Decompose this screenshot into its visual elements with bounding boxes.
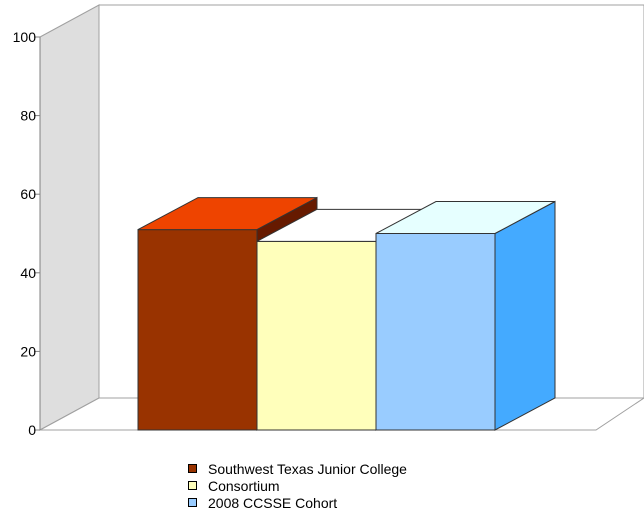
y-tick-label: 40 bbox=[20, 265, 36, 281]
y-tick-label: 60 bbox=[20, 186, 36, 202]
y-tick-label: 80 bbox=[20, 108, 36, 124]
y-tick-label: 100 bbox=[13, 29, 37, 45]
y-tick-label: 20 bbox=[20, 343, 36, 359]
legend: Southwest Texas Junior College Consortiu… bbox=[188, 460, 407, 511]
legend-item-southwest-texas: Southwest Texas Junior College bbox=[188, 460, 407, 477]
legend-label: Consortium bbox=[208, 477, 280, 494]
left-wall bbox=[39, 4, 100, 431]
legend-swatch bbox=[188, 481, 197, 490]
legend-swatch bbox=[188, 464, 197, 473]
bar-front bbox=[137, 229, 258, 431]
legend-label: 2008 CCSSE Cohort bbox=[208, 494, 338, 511]
bar-top bbox=[375, 201, 556, 234]
legend-item-consortium: Consortium bbox=[188, 477, 407, 494]
bar-3 bbox=[375, 200, 556, 431]
bar-front bbox=[375, 233, 496, 431]
bar-side bbox=[494, 200, 556, 431]
bar-front bbox=[256, 240, 377, 431]
bars bbox=[137, 196, 556, 431]
y-axis: 0 20 40 60 80 100 bbox=[13, 29, 41, 438]
bar-top bbox=[137, 197, 318, 231]
y-tick-label: 0 bbox=[28, 422, 36, 438]
legend-item-ccsse-cohort: 2008 CCSSE Cohort bbox=[188, 494, 407, 511]
legend-swatch bbox=[188, 498, 197, 507]
legend-label: Southwest Texas Junior College bbox=[208, 460, 407, 477]
bar-chart: 0 20 40 60 80 100 bbox=[13, 4, 644, 438]
